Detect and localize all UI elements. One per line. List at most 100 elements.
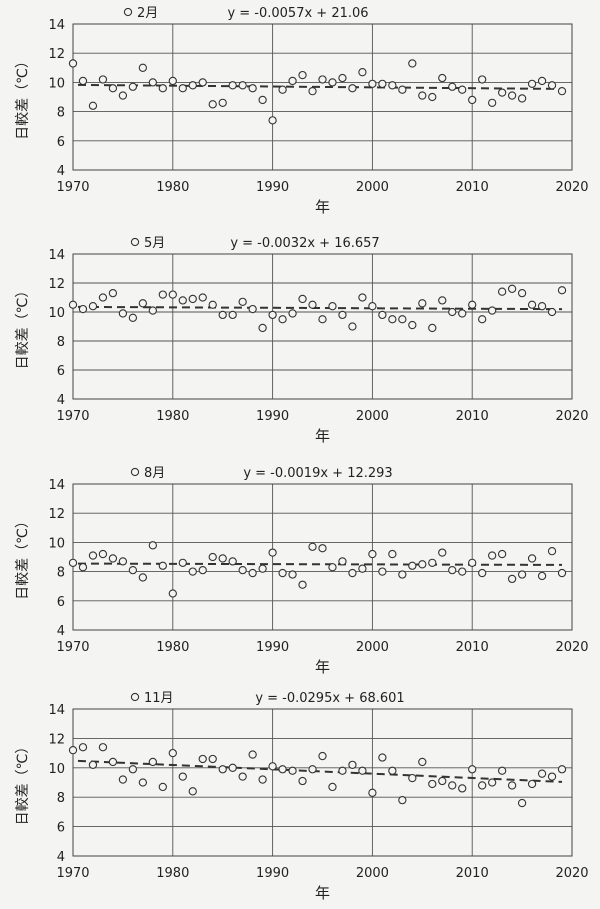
- data-point: [128, 313, 138, 322]
- data-point: [368, 302, 377, 311]
- data-point: [108, 84, 118, 93]
- y-tick-label: 8: [57, 566, 65, 581]
- data-point: [298, 294, 307, 304]
- data-point: [547, 772, 557, 781]
- data-point: [268, 548, 277, 557]
- data-point: [517, 94, 527, 103]
- data-point: [438, 73, 447, 83]
- x-tick-label: 2000: [356, 409, 389, 424]
- data-point: [517, 570, 527, 579]
- data-point: [198, 754, 207, 764]
- data-point: [298, 776, 307, 786]
- data-point: [507, 91, 517, 100]
- data-point: [557, 87, 567, 96]
- data-point: [158, 84, 167, 93]
- data-point: [318, 544, 327, 553]
- data-point: [348, 84, 357, 93]
- data-point: [438, 548, 447, 557]
- data-point: [158, 561, 167, 570]
- data-point: [497, 88, 507, 97]
- data-point: [268, 116, 277, 125]
- y-tick-label: 8: [57, 106, 65, 121]
- data-point: [378, 567, 387, 576]
- data-point: [428, 92, 437, 102]
- data-point: [318, 315, 327, 324]
- data-point: [208, 754, 217, 764]
- y-tick-label: 14: [48, 703, 65, 718]
- y-tick-label: 12: [48, 47, 65, 62]
- data-point: [557, 765, 567, 774]
- data-point: [358, 766, 367, 775]
- x-tick-label: 2010: [456, 640, 489, 655]
- data-point: [198, 78, 207, 87]
- data-point: [278, 315, 287, 324]
- data-point: [108, 554, 118, 563]
- data-point: [138, 778, 148, 787]
- data-point: [128, 765, 138, 774]
- data-point: [258, 564, 267, 573]
- data-point: [388, 81, 397, 90]
- data-point: [527, 300, 537, 309]
- data-point: [338, 766, 347, 775]
- data-point: [118, 557, 128, 566]
- data-point: [318, 751, 327, 761]
- data-point: [98, 549, 108, 559]
- data-point: [168, 748, 177, 758]
- data-point: [328, 302, 337, 311]
- plot-frame: [72, 23, 573, 171]
- data-point: [148, 757, 157, 767]
- data-point: [268, 310, 277, 320]
- data-point: [328, 563, 337, 572]
- data-point: [148, 78, 157, 87]
- x-tick-label: 1990: [256, 409, 289, 424]
- data-point: [448, 307, 457, 317]
- data-point: [118, 309, 128, 318]
- trend-equation: y = -0.0295x + 68.601: [255, 691, 404, 706]
- trend-equation: y = -0.0057x + 21.06: [227, 6, 368, 21]
- data-point: [458, 567, 467, 576]
- data-point: [98, 75, 108, 84]
- data-point: [108, 288, 118, 298]
- legend-marker: [130, 237, 140, 247]
- data-point: [138, 63, 148, 72]
- data-point: [458, 309, 467, 318]
- data-point: [308, 765, 317, 774]
- plot-frame: [72, 483, 573, 631]
- data-point: [438, 776, 447, 786]
- data-point: [88, 101, 98, 110]
- data-point: [198, 293, 207, 302]
- y-tick-label: 12: [48, 277, 65, 292]
- data-point: [398, 795, 407, 805]
- data-point: [88, 760, 98, 770]
- data-point: [378, 753, 387, 762]
- data-point: [368, 788, 377, 797]
- data-point: [408, 320, 417, 330]
- data-point: [488, 98, 497, 107]
- data-point: [448, 781, 457, 790]
- data-point: [308, 87, 317, 96]
- data-point: [218, 98, 227, 107]
- data-point: [168, 76, 177, 86]
- data-point: [248, 750, 257, 759]
- data-point: [318, 75, 327, 84]
- data-point: [288, 309, 297, 318]
- data-point: [557, 286, 567, 295]
- y-axis-label: 日較差（℃）: [15, 740, 31, 826]
- data-point: [228, 81, 237, 90]
- data-point: [278, 765, 287, 774]
- y-tick-label: 8: [57, 791, 65, 806]
- trendline: [77, 305, 563, 311]
- data-point: [218, 765, 227, 774]
- data-point: [308, 300, 317, 309]
- data-point: [488, 778, 497, 787]
- data-point: [527, 79, 537, 89]
- data-point: [98, 293, 108, 302]
- data-point: [138, 299, 148, 308]
- data-point: [148, 541, 157, 550]
- data-point: [338, 557, 347, 566]
- data-point: [478, 75, 487, 84]
- y-tick-label: 6: [57, 821, 65, 836]
- data-point: [488, 551, 497, 560]
- data-point: [408, 561, 417, 570]
- data-point: [517, 798, 527, 808]
